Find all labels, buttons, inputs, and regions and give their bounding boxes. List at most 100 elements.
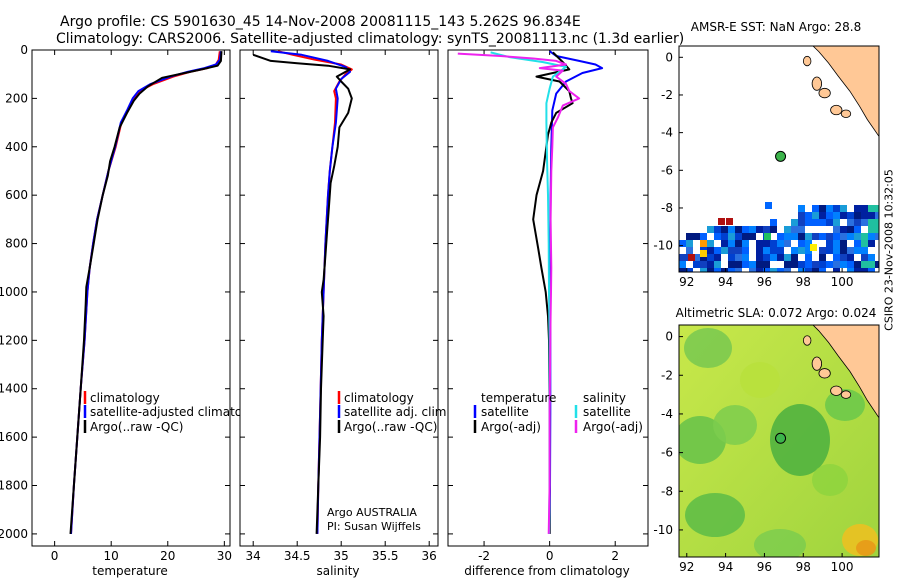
argo-float-marker xyxy=(775,150,787,162)
salinity-axis: 34 34.5 35 35.5 36 xyxy=(240,49,438,563)
sst-cell xyxy=(686,247,693,254)
sst-cell xyxy=(749,226,756,233)
depth-tick-label: 1000 xyxy=(0,285,28,299)
map-x-tick-label: 92 xyxy=(679,275,694,289)
sst-cell xyxy=(728,226,735,233)
difference-axis: -2 0 2 xyxy=(448,49,648,563)
sst-cell xyxy=(777,233,784,240)
sst-cell xyxy=(826,212,833,219)
x-tick-label: 0 xyxy=(51,549,59,563)
sst-cell xyxy=(679,254,686,261)
island xyxy=(811,356,823,371)
sst-cell xyxy=(861,205,868,212)
sla-map-title: Altimetric SLA: 0.072 Argo: 0.024 xyxy=(676,306,877,320)
sst-cell xyxy=(756,247,763,254)
sst-cell xyxy=(840,233,847,240)
map-y-tick-label: 0 xyxy=(665,330,673,344)
island xyxy=(840,390,852,399)
salinity-axes-frame xyxy=(239,49,439,547)
map-x-tick-label: 98 xyxy=(796,560,811,574)
island xyxy=(818,87,831,99)
sst-cell xyxy=(826,219,833,226)
sst-cell xyxy=(833,240,840,247)
sst-cell xyxy=(693,261,700,268)
sst-cell xyxy=(735,226,742,233)
sst-cell xyxy=(700,268,707,272)
sumatra-landmass xyxy=(812,46,879,138)
sla-anomaly-blob xyxy=(685,493,745,537)
sst-cell xyxy=(763,261,770,268)
sst-cell xyxy=(840,240,847,247)
figure-title-line2: Climatology: CARS2006. Satellite-adjuste… xyxy=(56,31,684,47)
sst-cell xyxy=(847,261,854,268)
sst-cell xyxy=(728,247,735,254)
sst-cell xyxy=(854,205,861,212)
series-line-salinity-argo-adj- xyxy=(457,52,581,534)
credit-timestamp: CSIRO 23-Nov-2008 10:32:05 xyxy=(882,169,896,331)
sst-cell xyxy=(798,205,805,212)
map-y-tick-label: -2 xyxy=(661,88,673,102)
sst-cell xyxy=(840,226,847,233)
sst-cell xyxy=(679,261,686,268)
map-y-tick-label: -10 xyxy=(653,523,673,537)
sst-cell xyxy=(791,247,798,254)
sst-cell xyxy=(756,261,763,268)
sst-cell xyxy=(693,233,700,240)
sst-cell xyxy=(770,247,777,254)
depth-tick-label: 600 xyxy=(5,188,28,202)
sst-cell xyxy=(826,205,833,212)
sst-cell xyxy=(805,219,812,226)
map-x-tick-label: 100 xyxy=(831,275,854,289)
legend-label-climatology: climatology xyxy=(344,391,414,405)
sla-map-frame xyxy=(678,324,880,558)
map-y-tick-label: -4 xyxy=(661,407,673,421)
sla-anomaly-blob xyxy=(856,540,876,556)
map-x-tick-label: 98 xyxy=(796,275,811,289)
temperature-x-axis: 0 10 20 30 xyxy=(51,50,232,563)
sst-cell xyxy=(854,219,861,226)
sst-cell xyxy=(707,226,714,233)
sst-cell xyxy=(840,254,847,261)
sst-cell xyxy=(861,240,868,247)
sst-cell xyxy=(875,212,879,219)
salinity-x-label: salinity xyxy=(316,564,359,578)
depth-tick-label: 1600 xyxy=(0,430,28,444)
x-tick-label: 2 xyxy=(611,549,619,563)
sst-cell xyxy=(726,218,733,225)
sst-cell xyxy=(763,240,770,247)
sst-cell xyxy=(854,226,861,233)
x-tick-label: 35.5 xyxy=(372,549,399,563)
sst-cell xyxy=(812,261,819,268)
sst-cell xyxy=(840,247,847,254)
sst-cell xyxy=(819,233,826,240)
sst-cell xyxy=(812,212,819,219)
sst-cell xyxy=(833,261,840,268)
sst-cell xyxy=(742,254,749,261)
sst-cell xyxy=(798,212,805,219)
sst-cell xyxy=(749,261,756,268)
sst-cell xyxy=(700,254,707,261)
sst-cell xyxy=(868,219,875,226)
argo-pi-label: PI: Susan Wijffels xyxy=(327,520,421,533)
sst-cell xyxy=(833,268,840,272)
sst-cell xyxy=(707,254,714,261)
temperature-series xyxy=(69,51,223,534)
sst-cell xyxy=(784,240,791,247)
sst-cell xyxy=(784,233,791,240)
sst-cell xyxy=(847,268,854,272)
sst-cell xyxy=(700,240,707,247)
sst-cell xyxy=(854,212,861,219)
sst-cell xyxy=(833,247,840,254)
sst-cell xyxy=(700,233,707,240)
sst-cell xyxy=(819,205,826,212)
map-x-tick-label: 94 xyxy=(718,275,733,289)
sst-cell xyxy=(819,212,826,219)
sst-map-title: AMSR-E SST: NaN Argo: 28.8 xyxy=(691,20,861,34)
x-tick-label: -2 xyxy=(478,549,490,563)
depth-axis: 0 200 400 600 800 1000 1200 1400 1600 1800 2000 xyxy=(0,43,230,541)
depth-tick-label: 0 xyxy=(20,43,28,57)
difference-series xyxy=(457,50,604,534)
sst-cell xyxy=(833,212,840,219)
sst-cell xyxy=(847,219,854,226)
sst-cell xyxy=(847,212,854,219)
